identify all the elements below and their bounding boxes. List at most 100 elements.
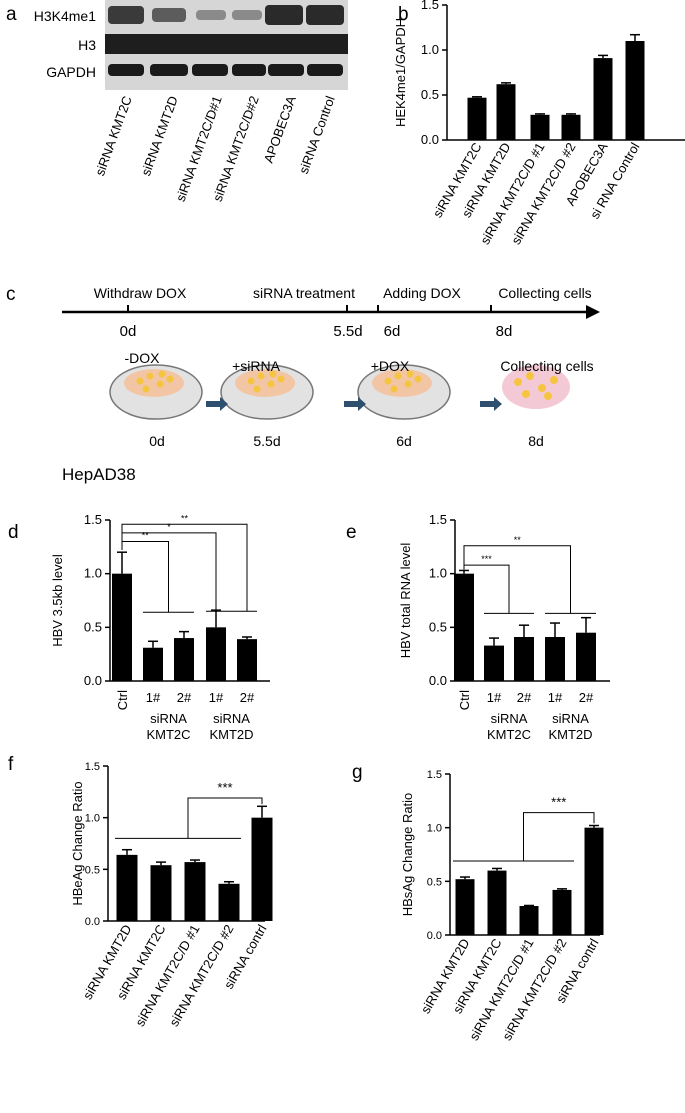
y-tick-label: 0.5 xyxy=(85,864,100,876)
step-day: 0d xyxy=(149,433,165,449)
significance-label: ** xyxy=(142,530,150,540)
panel-letter-d: d xyxy=(8,522,19,543)
step-day: 6d xyxy=(396,433,412,449)
x-tick-label: 2# xyxy=(579,690,594,705)
significance-bracket xyxy=(187,797,263,839)
y-tick-label: 1.5 xyxy=(84,512,102,527)
y-tick-label: 1.0 xyxy=(85,813,100,825)
y-tick-label: 1.5 xyxy=(421,0,439,12)
y-tick-label: 1.0 xyxy=(427,823,442,835)
bar xyxy=(487,870,507,935)
band-gapdh-1 xyxy=(108,64,144,76)
bar xyxy=(593,58,613,140)
group-label: KMT2C xyxy=(487,727,531,742)
bar xyxy=(496,84,516,140)
x-tick-label: Ctrl xyxy=(457,690,472,710)
bar xyxy=(455,879,475,935)
band-gapdh-2 xyxy=(150,64,188,76)
step-label: Collecting cells xyxy=(500,358,593,374)
y-tick-label: 0.5 xyxy=(429,619,447,634)
timeline-label: siRNA treatment xyxy=(253,285,355,301)
band-gapdh-6 xyxy=(307,64,343,76)
group-label: siRNA xyxy=(552,711,589,726)
significance-label: *** xyxy=(551,795,566,810)
band-h3k4me1-6 xyxy=(306,5,344,25)
bar xyxy=(467,97,487,140)
step-label: +siRNA xyxy=(232,358,281,374)
bar xyxy=(584,827,604,935)
y-axis-title: HBV 3.5kb level xyxy=(50,554,65,647)
petri-dish-icon xyxy=(220,364,314,420)
significance-bracket xyxy=(463,545,571,614)
step-label: +DOX xyxy=(371,358,410,374)
y-tick-label: 1.0 xyxy=(429,566,447,581)
bar xyxy=(174,638,194,681)
group-label: KMT2D xyxy=(209,727,253,742)
bar xyxy=(143,647,163,681)
blot-lane-label: APOBEC3A xyxy=(261,94,299,165)
significance-label: ** xyxy=(514,535,522,545)
y-tick-label: 1.5 xyxy=(429,512,447,527)
bar xyxy=(552,889,572,935)
band-h3-strip xyxy=(105,34,348,54)
band-h3k4me1-2 xyxy=(152,8,186,22)
bar xyxy=(251,817,273,921)
panel-letter-a: a xyxy=(6,4,17,25)
timeline-day: 5.5d xyxy=(333,323,362,340)
panel-letter-g: g xyxy=(352,762,363,783)
petri-dish-icon xyxy=(357,364,451,420)
group-label: siRNA xyxy=(491,711,528,726)
cell-line-label: HepAD38 xyxy=(62,465,136,484)
step-arrow-icon xyxy=(206,397,228,411)
x-tick-label: 1# xyxy=(209,690,224,705)
x-tick-label: 1# xyxy=(548,690,563,705)
band-h3k4me1-3 xyxy=(196,10,226,20)
band-h3k4me1-5 xyxy=(265,5,303,25)
x-tick-label: Ctrl xyxy=(115,690,130,710)
bar xyxy=(484,645,504,681)
significance-bracket xyxy=(523,812,595,861)
step-day: 5.5d xyxy=(253,433,280,449)
blot-row-label: H3K4me1 xyxy=(34,8,96,24)
y-tick-label: 0.5 xyxy=(84,619,102,634)
bar xyxy=(625,41,645,140)
step-arrow-icon xyxy=(480,397,502,411)
y-tick-label: 1.0 xyxy=(421,42,439,57)
collected-cells-icon xyxy=(502,365,570,409)
panel-letter-e: e xyxy=(346,522,357,543)
timeline-label: Collecting cells xyxy=(498,285,591,301)
bar xyxy=(112,573,132,681)
y-axis-title: HBeAg Change Ratio xyxy=(70,781,85,905)
blot-lane-label: siRNA KMT2D xyxy=(138,94,181,178)
timeline-label: Adding DOX xyxy=(383,285,461,301)
bar xyxy=(218,883,240,921)
step-label: -DOX xyxy=(125,350,161,366)
timeline-label: Withdraw DOX xyxy=(94,285,187,301)
panel-letter-c: c xyxy=(6,284,16,305)
x-tick-label: 2# xyxy=(240,690,255,705)
timeline-day: 6d xyxy=(384,323,401,340)
y-tick-label: 0.0 xyxy=(421,132,439,147)
bar xyxy=(237,639,257,681)
group-label: siRNA xyxy=(150,711,187,726)
timeline-day: 0d xyxy=(120,323,137,340)
y-tick-label: 0.0 xyxy=(85,916,100,928)
band-gapdh-5 xyxy=(268,64,304,76)
step-day: 8d xyxy=(528,433,544,449)
significance-label: *** xyxy=(481,554,492,564)
bar xyxy=(116,854,138,921)
significance-label: *** xyxy=(217,780,232,795)
bar xyxy=(576,632,596,681)
y-tick-label: 0.0 xyxy=(427,930,442,942)
x-tick-label: 2# xyxy=(177,690,192,705)
band-gapdh-4 xyxy=(232,64,266,76)
x-tick-label: 1# xyxy=(146,690,161,705)
timeline: Withdraw DOX siRNA treatment Adding DOX … xyxy=(62,285,600,340)
y-axis-title: HBsAg Change Ratio xyxy=(400,793,415,917)
y-tick-label: 0.0 xyxy=(429,673,447,688)
bar xyxy=(184,862,206,921)
chart-panel-d: 0.0 0.5 1.0 1.5 HBV 3.5kb level Ctrl 1# 2# 1# 2# s… xyxy=(50,512,270,742)
